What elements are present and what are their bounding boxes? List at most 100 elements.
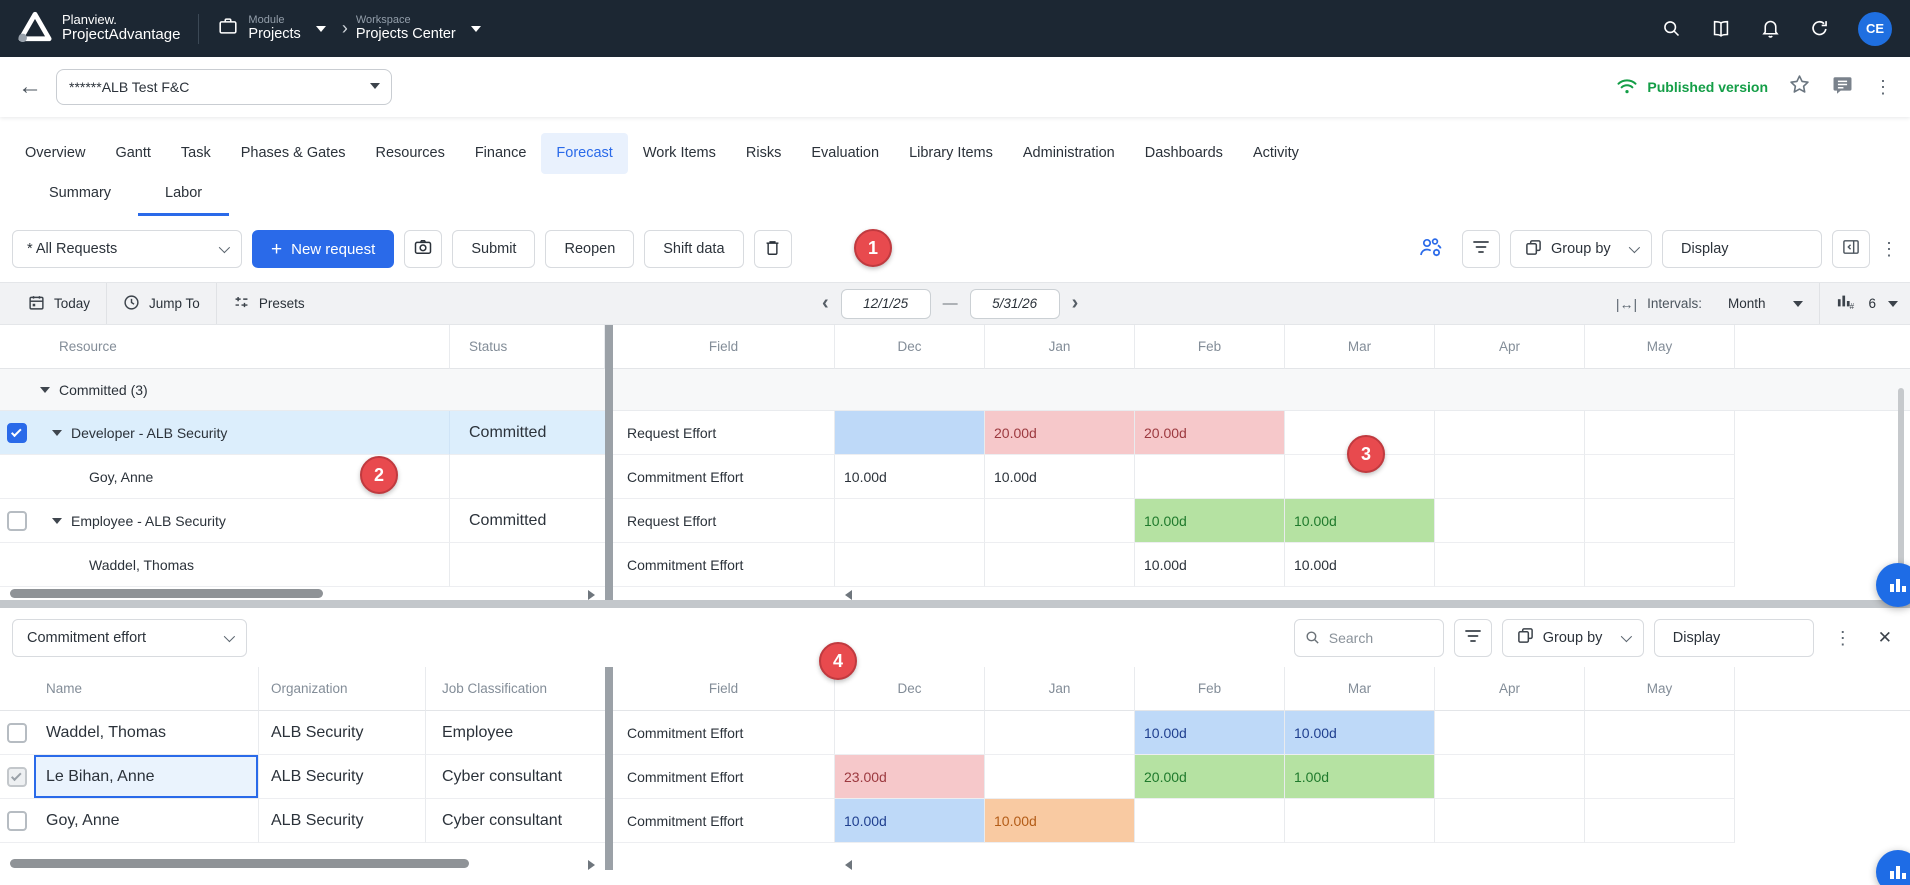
cell-jan[interactable] — [985, 755, 1135, 799]
cell-dec[interactable] — [835, 711, 985, 755]
toolbar-kebab-icon[interactable]: ⋮ — [1880, 239, 1898, 259]
back-arrow-icon[interactable]: ← — [18, 73, 42, 100]
tab-dashboards[interactable]: Dashboards — [1144, 145, 1223, 161]
cell-apr[interactable] — [1435, 799, 1585, 843]
column-header-month[interactable]: Jan — [985, 667, 1135, 711]
tab-forecast[interactable]: Forecast — [541, 133, 628, 174]
tab-library-items[interactable]: Library Items — [909, 145, 993, 161]
cell-dec[interactable] — [835, 499, 985, 543]
subtab-summary[interactable]: Summary — [49, 185, 112, 201]
tab-administration[interactable]: Administration — [1022, 145, 1115, 161]
column-header-field[interactable]: Field — [613, 325, 835, 369]
cell-may[interactable] — [1585, 799, 1735, 843]
cell-apr[interactable] — [1435, 755, 1585, 799]
tab-finance[interactable]: Finance — [474, 145, 527, 161]
snapshot-camera-button[interactable] — [404, 230, 443, 268]
tab-work-items[interactable]: Work Items — [642, 145, 716, 161]
tab-gantt[interactable]: Gantt — [115, 145, 151, 161]
project-name-input[interactable] — [56, 69, 392, 105]
column-header-month[interactable]: Dec — [835, 667, 985, 711]
avatar[interactable]: CE — [1858, 11, 1892, 46]
shift-data-button[interactable]: Shift data — [644, 230, 744, 268]
row-checkbox[interactable] — [7, 422, 27, 443]
filter-button[interactable] — [1462, 230, 1500, 268]
cell-feb[interactable] — [1135, 799, 1285, 843]
chevron-down-icon[interactable] — [1888, 300, 1898, 307]
vertical-scrollbar[interactable] — [1898, 388, 1904, 578]
cell-feb[interactable]: 10.00d — [1135, 499, 1285, 543]
cell-jan[interactable]: 10.00d — [985, 455, 1135, 499]
column-header-month[interactable]: Mar — [1285, 325, 1435, 369]
close-panel-icon[interactable]: ✕ — [1877, 627, 1892, 647]
cell-jan[interactable]: 10.00d — [985, 799, 1135, 843]
cell-mar[interactable]: 10.00d — [1285, 543, 1435, 587]
row-checkbox[interactable] — [7, 722, 27, 743]
column-header-month[interactable]: Dec — [835, 325, 985, 369]
collapse-panel-button[interactable] — [1832, 230, 1870, 268]
column-header-job-classification[interactable]: Job Classification — [426, 667, 605, 711]
start-date-input[interactable] — [840, 288, 931, 319]
chart-view-button[interactable] — [1876, 850, 1910, 885]
tab-phases-gates[interactable]: Phases & Gates — [240, 145, 346, 161]
group-by-select[interactable]: Group by — [1510, 230, 1652, 268]
row-checkbox[interactable] — [7, 766, 27, 787]
column-header-status[interactable]: Status — [450, 325, 605, 369]
favorite-star-icon[interactable] — [1788, 73, 1811, 101]
cell-apr[interactable] — [1435, 499, 1585, 543]
help-book-icon[interactable] — [1710, 18, 1732, 40]
scroll-left-arrow[interactable] — [845, 860, 852, 870]
cell-apr[interactable] — [1435, 711, 1585, 755]
chevron-down-icon[interactable] — [1793, 300, 1804, 307]
scroll-left-arrow[interactable] — [845, 590, 852, 600]
delete-button[interactable] — [753, 230, 792, 268]
scrollbar-thumb[interactable] — [10, 589, 323, 598]
scroll-right-arrow[interactable] — [588, 860, 595, 870]
workspace-selector[interactable]: Workspace Projects Center — [356, 14, 481, 43]
next-period-chevron[interactable]: › — [1071, 292, 1079, 314]
table-row[interactable]: Le Bihan, Anne ALB Security Cyber consul… — [0, 755, 605, 799]
cell-dec[interactable]: 10.00d — [835, 455, 985, 499]
tab-overview[interactable]: Overview — [25, 145, 86, 161]
column-header-month[interactable]: Apr — [1435, 325, 1585, 369]
resource-name-selected[interactable]: Le Bihan, Anne — [34, 755, 259, 799]
collapse-caret-icon[interactable] — [40, 386, 50, 393]
horizontal-scrollbar[interactable] — [0, 857, 605, 870]
pane-splitter-vertical[interactable] — [605, 325, 613, 600]
reopen-button[interactable]: Reopen — [545, 230, 635, 268]
cell-may[interactable] — [1585, 755, 1735, 799]
effort-mode-select[interactable]: Commitment effort — [12, 618, 247, 657]
group-row-committed[interactable]: Committed (3) — [0, 369, 605, 411]
table-row[interactable]: Goy, Anne ALB Security Cyber consultant — [0, 799, 605, 843]
display-button[interactable]: Display — [1653, 618, 1814, 657]
filter-button[interactable] — [1453, 618, 1492, 657]
column-header-month[interactable]: Mar — [1285, 667, 1435, 711]
table-row[interactable]: Waddel, Thomas ALB Security Employee — [0, 711, 605, 755]
cell-feb[interactable]: 10.00d — [1135, 711, 1285, 755]
column-header-resource[interactable]: Resource — [34, 325, 450, 369]
cell-jan[interactable] — [985, 499, 1135, 543]
cell-mar[interactable]: 10.00d — [1285, 499, 1435, 543]
cell-feb[interactable] — [1135, 455, 1285, 499]
new-request-button[interactable]: + New request — [252, 230, 395, 268]
cell-mar[interactable]: 1.00d — [1285, 755, 1435, 799]
group-by-select[interactable]: Group by — [1501, 618, 1644, 657]
tab-evaluation[interactable]: Evaluation — [811, 145, 880, 161]
column-header-month[interactable]: Feb — [1135, 667, 1285, 711]
presets-button[interactable]: Presets — [217, 283, 321, 324]
cell-mar[interactable] — [1285, 455, 1435, 499]
pane-splitter-horizontal[interactable] — [0, 600, 1910, 608]
manage-allocations-people-icon[interactable] — [1418, 235, 1444, 264]
cell-mar[interactable] — [1285, 799, 1435, 843]
cell-apr[interactable] — [1435, 543, 1585, 587]
cell-jan[interactable]: 20.00d — [985, 411, 1135, 455]
row-checkbox[interactable] — [7, 810, 27, 831]
cell-may[interactable] — [1585, 455, 1735, 499]
column-header-month[interactable]: May — [1585, 667, 1735, 711]
requests-filter-select[interactable]: * All Requests — [12, 230, 242, 268]
module-selector[interactable]: Module Projects — [217, 14, 326, 43]
refresh-icon[interactable] — [1809, 18, 1830, 39]
tab-task[interactable]: Task — [180, 145, 211, 161]
chevron-down-icon[interactable] — [370, 83, 380, 89]
subtab-labor[interactable]: Labor — [138, 185, 230, 216]
cell-apr[interactable] — [1435, 455, 1585, 499]
